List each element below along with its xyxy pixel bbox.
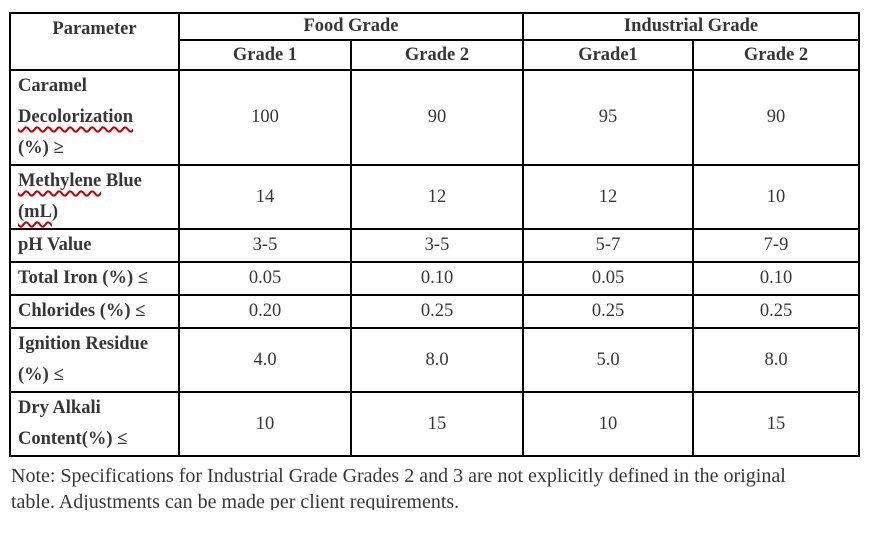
parameter-line: Dry Alkali (18, 398, 101, 418)
value-cell: 8.0 (350, 327, 524, 393)
subheader-food-grade-2: Grade 2 (350, 39, 524, 71)
footnote: Note: Specifications for Industrial Grad… (11, 461, 786, 510)
misspelled-word: Decolorization (18, 107, 134, 127)
table-header-row-subgrades: Grade 1 Grade 2 Grade1 Grade 2 (10, 39, 860, 71)
industrial-grade-group-header: Industrial Grade (522, 12, 860, 41)
table-row-ignition-residue: Ignition Residue (%) ≤ 4.0 8.0 5.0 8.0 (9, 327, 860, 393)
value-cell: 0.25 (350, 294, 524, 329)
table-row-chlorides: Chlorides (%) ≤ 0.20 0.25 0.25 0.25 (9, 294, 860, 329)
subheader-industrial-grade-1: Grade1 (522, 39, 694, 71)
value-cell: 4.0 (178, 327, 352, 393)
table-row-total-iron: Total Iron (%) ≤ 0.05 0.10 0.05 0.10 (9, 261, 860, 296)
value-cell: 10 (522, 391, 694, 457)
value-cell: 15 (350, 391, 524, 457)
parameter-line: Methylene Blue (18, 167, 174, 197)
value-cell: 95 (522, 69, 694, 166)
value-cell: 8.0 (692, 327, 860, 393)
value-cell: 0.20 (178, 294, 352, 329)
value-cell: 12 (350, 164, 524, 230)
footnote-line-2: table. Adjustments can be made per clien… (11, 491, 460, 510)
parameter-cell: Total Iron (%) ≤ (9, 261, 180, 296)
table-row-caramel-decolorization: Caramel Decolorization (%) ≥ 100 90 95 9… (9, 69, 860, 166)
value-cell: 100 (178, 69, 352, 166)
spec-table: Parameter Food Grade Industrial Grade Gr… (9, 12, 860, 457)
value-cell: 0.25 (692, 294, 860, 329)
parameter-cell: Methylene Blue (mL) (9, 164, 180, 230)
parameter-line: Content(%) ≤ (18, 429, 128, 449)
parameter-line-rest: ) (51, 202, 59, 222)
value-cell: 90 (692, 69, 860, 166)
table-header-row-groups: Parameter Food Grade Industrial Grade (9, 12, 860, 71)
value-cell: 14 (178, 164, 352, 230)
parameter-line: (%) ≥ (18, 138, 64, 158)
value-cell: 3-5 (178, 228, 352, 263)
subheader-industrial-grade-2: Grade 2 (692, 39, 860, 71)
misspelled-word: (mL (18, 202, 52, 222)
parameter-line: (%) ≤ (18, 365, 64, 385)
parameter-cell: Caramel Decolorization (%) ≥ (9, 69, 180, 166)
parameter-line: (mL) (18, 197, 174, 227)
value-cell: 5-7 (522, 228, 694, 263)
value-cell: 0.05 (522, 261, 694, 296)
parameter-line: Caramel (18, 76, 87, 96)
table-row-methylene-blue: Methylene Blue (mL) 14 12 12 10 (9, 164, 860, 230)
parameter-cell: Chlorides (%) ≤ (9, 294, 180, 329)
value-cell: 5.0 (522, 327, 694, 393)
value-cell: 3-5 (350, 228, 524, 263)
value-cell: 7-9 (692, 228, 860, 263)
value-cell: 0.05 (178, 261, 352, 296)
value-cell: 10 (178, 391, 352, 457)
value-cell: 12 (522, 164, 694, 230)
parameter-cell: pH Value (9, 228, 180, 263)
table-row-dry-alkali-content: Dry Alkali Content(%) ≤ 10 15 10 15 (9, 391, 860, 457)
parameter-cell: Dry Alkali Content(%) ≤ (9, 391, 180, 457)
value-cell: 90 (350, 69, 524, 166)
food-grade-group-header: Food Grade (178, 12, 524, 41)
parameter-line-rest: Blue (101, 171, 142, 191)
value-cell: 0.10 (692, 261, 860, 296)
parameter-header-cell: Parameter (9, 12, 180, 71)
parameter-cell: Ignition Residue (%) ≤ (9, 327, 180, 393)
parameter-line: Ignition Residue (18, 334, 149, 354)
value-cell: 10 (692, 164, 860, 230)
misspelled-word: Methylene (18, 171, 102, 191)
subheader-food-grade-1: Grade 1 (178, 39, 352, 71)
value-cell: 15 (692, 391, 860, 457)
table-row-ph-value: pH Value 3-5 3-5 5-7 7-9 (9, 228, 860, 263)
value-cell: 0.25 (522, 294, 694, 329)
value-cell: 0.10 (350, 261, 524, 296)
parameter-line: Decolorization (18, 102, 174, 133)
footnote-line-1: Note: Specifications for Industrial Grad… (11, 465, 786, 487)
